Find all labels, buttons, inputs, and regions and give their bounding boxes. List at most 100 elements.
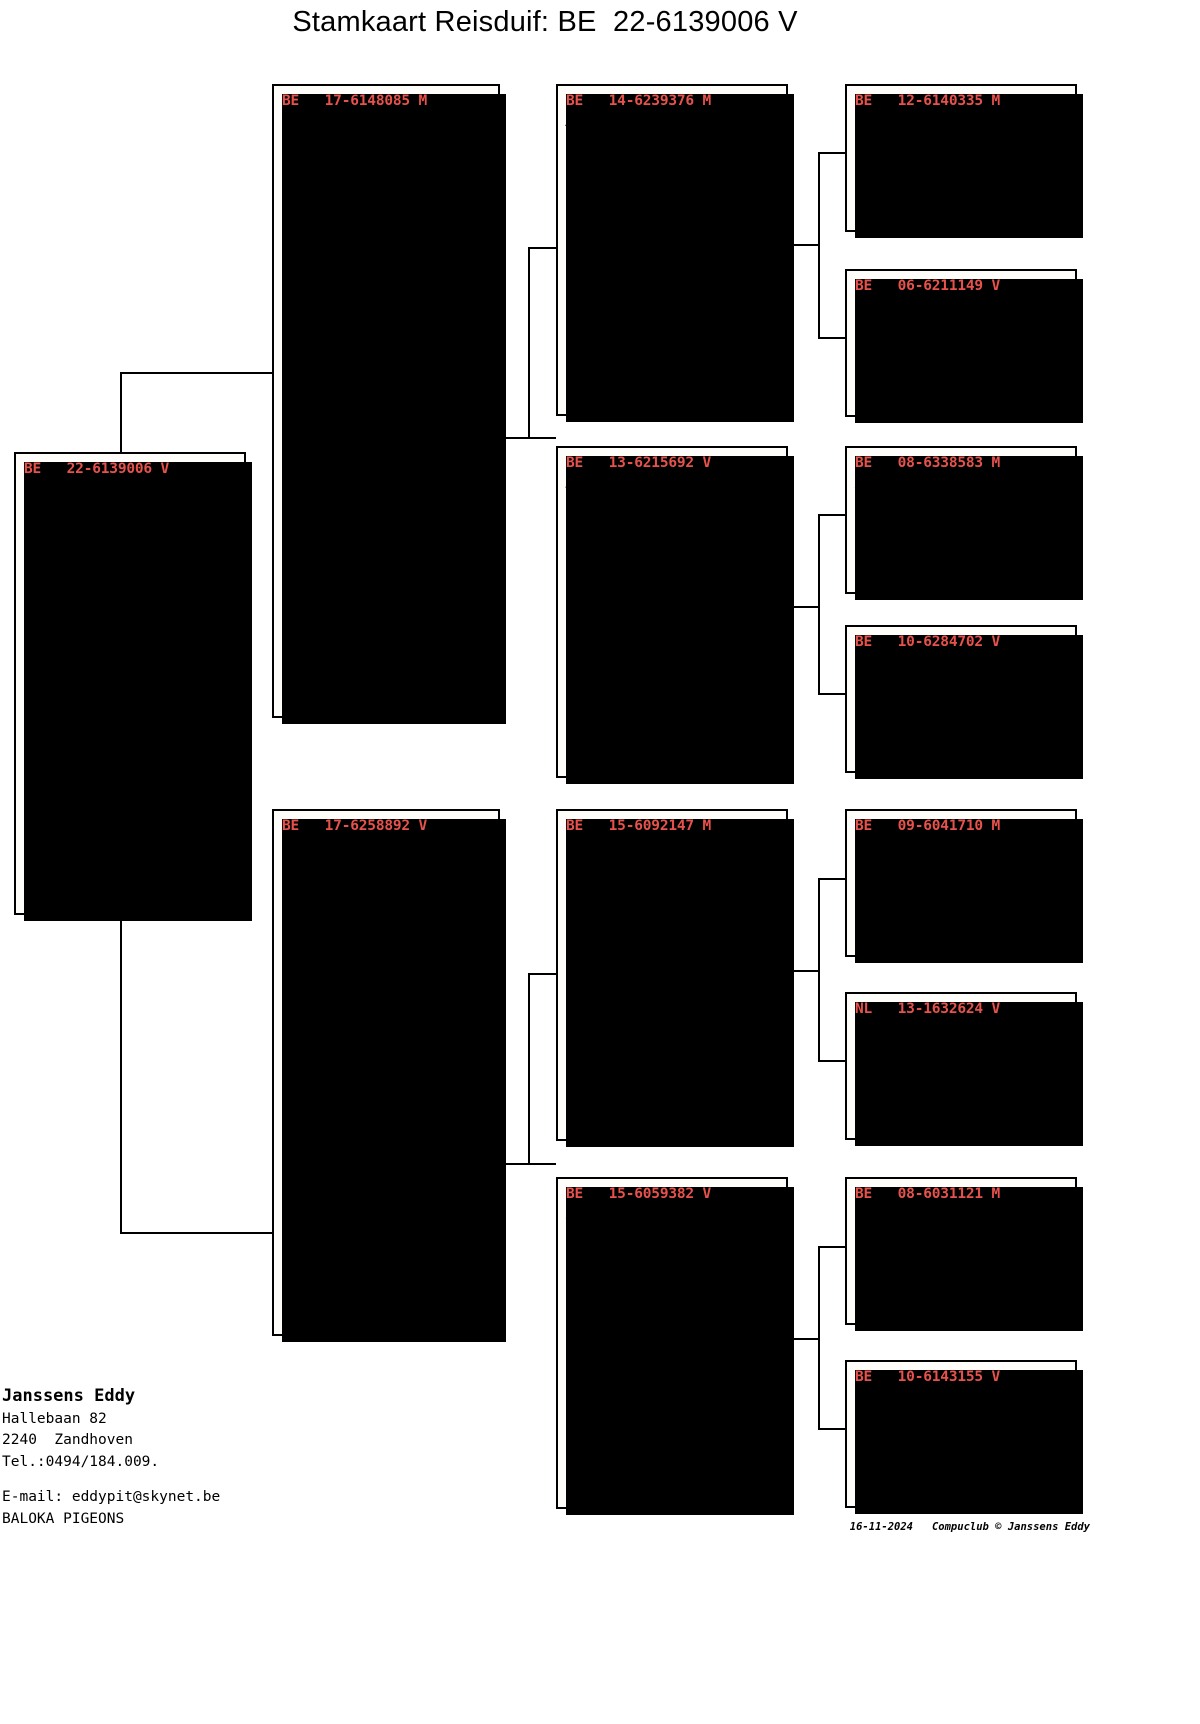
pedigree-card-sire[interactable]: BE 17-6148085 M Power Boy Janssens Eddy … <box>272 84 506 724</box>
detail-line: Super Kweekster <box>855 1086 983 1103</box>
detail-line: Dochter 1°/11869 d. <box>855 1454 1018 1471</box>
connector-sire-to-gp2 <box>528 437 556 439</box>
pedigree-card-ggp5[interactable]: BE 09-6041710 M Propere Emile V.D.Brande… <box>845 809 1083 963</box>
pedigree-card-dam[interactable]: BE 17-6258892 V Laat Madammeke Janssens … <box>272 809 506 1342</box>
software-credit: 16-11-2024 Compuclub © Janssens Eddy <box>849 1521 1090 1533</box>
detail-line: Nationaal Asduif. <box>282 1310 428 1327</box>
detail-line: snelste provinciaal <box>855 385 1018 402</box>
owner-email[interactable]: E-mail: eddypit@skynet.be <box>2 1489 221 1506</box>
detail-line: 2° snelste van meer <box>566 349 729 366</box>
detail-line: Medewinnaars 1° <box>282 1032 410 1049</box>
pedigree-card-ggp6[interactable]: NL 13-1632624 V Dochter Super 53 Comb.At… <box>845 992 1083 1146</box>
pigeon-owner: Van Dyck Dirk <box>855 497 966 514</box>
pigeon-details: Super Kweker. Vader van o.a.: <box>855 517 1069 581</box>
detail-line: 12 keer per 100. <box>566 967 703 984</box>
detail-line: 119°/24055 Bourges. <box>282 563 445 580</box>
pigeon-details: Blauw 1°/2458 d. Marne snelste provinciaal <box>855 340 1069 404</box>
detail-line: Moeder van super <box>855 1108 992 1125</box>
detail-line: "Schoon Madammeke": <box>282 925 445 942</box>
connector-dam-trunk <box>528 973 530 1163</box>
detail-line: 2° snelste van meer <box>566 711 729 728</box>
pedigree-card-dam-dam[interactable]: BE 15-6059382 V Nance V.Oeckel Bart/Nanc… <box>556 1177 794 1515</box>
detail-line: En al goede kweker. <box>282 1246 445 1263</box>
owner-name: Janssens Eddy <box>2 1386 136 1406</box>
pigeon-nickname: Dochter Den 11 <box>855 655 975 672</box>
detail-line: oude Poznan 2019. <box>282 967 428 984</box>
pigeon-nickname: Luna <box>855 299 890 316</box>
detail-line: Blauw <box>566 882 609 899</box>
detail-line: Halve-Fond Oude en <box>282 670 436 687</box>
owner-contact-block: Janssens Eddy Hallebaan 82 2240 Zandhove… <box>2 1383 302 1530</box>
pigeon-details: Geschelpt Als jonge 6 x per tiental met 4 … <box>282 155 492 712</box>
pigeon-owner: Van Dyck Danny <box>855 676 975 693</box>
detail-line <box>24 866 238 887</box>
connector-dam-to-gp3 <box>528 973 556 975</box>
detail-line: 4°/622 d. Chevrain. <box>566 1074 729 1091</box>
pigeon-nickname: Nieuwe Zoon <box>855 476 949 493</box>
detail-line: + nog 14 x per tien. <box>24 889 195 906</box>
detail-line: 9°/3621 d. Bourges. <box>566 1053 729 1070</box>
pedigree-card-ggp1[interactable]: BE 12-6140335 M Vader Alibaba Janssens E… <box>845 84 1083 238</box>
detail-line: Vader van o.a.: <box>855 178 983 195</box>
pedigree-card-dam-sire[interactable]: BE 15-6092147 M Snooker Janssens Eddy Bl… <box>556 809 794 1147</box>
pigeon-details: Geschelpt Moeder van o.a.: New Luna:159/16… <box>566 517 780 752</box>
detail-line: Kampioenschap Grote <box>282 456 445 473</box>
connector-sire-trunk <box>528 247 530 437</box>
connector-gp2-trunk <box>818 514 820 693</box>
detail-line: 5°/1084 d. Sermaises <box>24 760 195 777</box>
detail-line: 7°/1482 d. Chevrain. <box>566 1400 737 1417</box>
pigeon-details: Geschelpt Witpen 1° Prov. Salbris 14° Prov… <box>855 1248 1069 1312</box>
connector-gp3-to-ggp6 <box>818 1060 845 1062</box>
ring-number: BE 17-6148085 M <box>282 93 428 109</box>
pigeon-nickname: Snooker <box>566 839 626 856</box>
connector-sire-to-gp1 <box>528 247 556 249</box>
pedigree-card-ggp4[interactable]: BE 10-6284702 V Dochter Den 11 Van Dyck … <box>845 625 1083 779</box>
pigeon-details: Vuil Blauw Zus van o.a.: "Schoon Madammeke… <box>282 880 492 1330</box>
detail-line: Zus van o.a.: <box>282 903 393 920</box>
pigeon-owner: Janssens Eddy <box>855 135 966 152</box>
pedigree-card-subject[interactable]: BE 22-6139006 V Power 006 Janssens Eddy … <box>14 452 252 920</box>
detail-line: 31°/18499 d. <box>282 242 385 259</box>
detail-line: "Gijs":8°/38456 d. <box>282 1139 436 1156</box>
detail-line: *Alibaba.376/14. <box>855 200 992 217</box>
connector-gp1-to-ggp2 <box>818 337 845 339</box>
pigeon-owner: Janssens Eddy <box>24 503 135 520</box>
connector-subject-to-sire <box>120 372 272 374</box>
pedigree-card-sire-sire[interactable]: BE 14-6239376 M Alibaba Janssens Eddy Bl… <box>556 84 794 422</box>
loft-name: BALOKA PIGEONS <box>2 1510 125 1527</box>
pedigree-card-ggp2[interactable]: BE 06-6211149 V Luna Janssens Eddy Blauw… <box>845 269 1083 423</box>
ring-number: NL 13-1632624 V <box>855 1001 1001 1017</box>
detail-line: 6°/3322 d.Argenton. <box>566 1464 729 1481</box>
pigeon-owner: Janssens Eddy <box>566 135 677 152</box>
pedigree-card-ggp8[interactable]: BE 10-6143155 V Witty Geerinckx L.B.J. D… <box>845 1360 1083 1514</box>
detail-line: Power Girl:008/17. <box>566 647 720 664</box>
ring-number: BE 22-6139006 V <box>24 461 170 477</box>
detail-line: "Vuil Madammeke" en <box>282 989 445 1006</box>
detail-line: Als jonge 6 x per <box>282 178 428 195</box>
connector-gp4-trunk <box>818 1246 820 1428</box>
pigeon-details: Blauw 13°/18729 d.Bourges. 1°/587 d. Ke.F… <box>24 523 238 908</box>
detail-line: Vader van o.a.: <box>566 178 694 195</box>
detail-line: Super Kweker. <box>855 540 966 557</box>
detail-line <box>24 545 238 566</box>
detail-line: Blauw <box>855 882 898 899</box>
ring-number: BE 08-6338583 M <box>855 455 1001 471</box>
detail-line: Moeder van: Schoon <box>566 1271 720 1288</box>
pedigree-card-ggp7[interactable]: BE 08-6031121 M Gaston Junior v.Oeckel B… <box>845 1177 1083 1331</box>
pigeon-details: Blauw Witpen Vader van o.a.: *Alibaba.376/… <box>855 155 1069 219</box>
pigeon-owner: V.Oeckel Bart/Nance <box>566 1228 729 1245</box>
detail-line: "Broer Gijs": 60°/ <box>282 1203 436 1220</box>
detail-line: 14° Prov. Argenton <box>855 1293 1009 1310</box>
detail-line: Power Girl:008/17. <box>566 285 720 302</box>
pigeon-details: Dochter 1°/11869 d. Nationaal Limoges x <box>855 1431 1069 1495</box>
detail-line: Chateauroux Nat. <box>282 264 419 281</box>
pigeon-owner: V.D.Branden-Hermans <box>855 860 1018 877</box>
pedigree-card-ggp3[interactable]: BE 08-6338583 M Nieuwe Zoon Van Dyck Dir… <box>845 446 1083 600</box>
ring-number: BE 08-6031121 M <box>855 1186 1001 1202</box>
pigeon-nickname: Morgiana <box>566 476 635 493</box>
detail-line: 12 x per tiental. <box>282 349 428 366</box>
pedigree-card-sire-dam[interactable]: BE 13-6215692 V Morgiana Van Dyck Danny … <box>556 446 794 784</box>
ring-number: BE 10-6284702 V <box>855 634 1001 650</box>
detail-line: met o.a.: <box>282 542 359 559</box>
detail-line: Nationaal <box>282 1053 359 1070</box>
